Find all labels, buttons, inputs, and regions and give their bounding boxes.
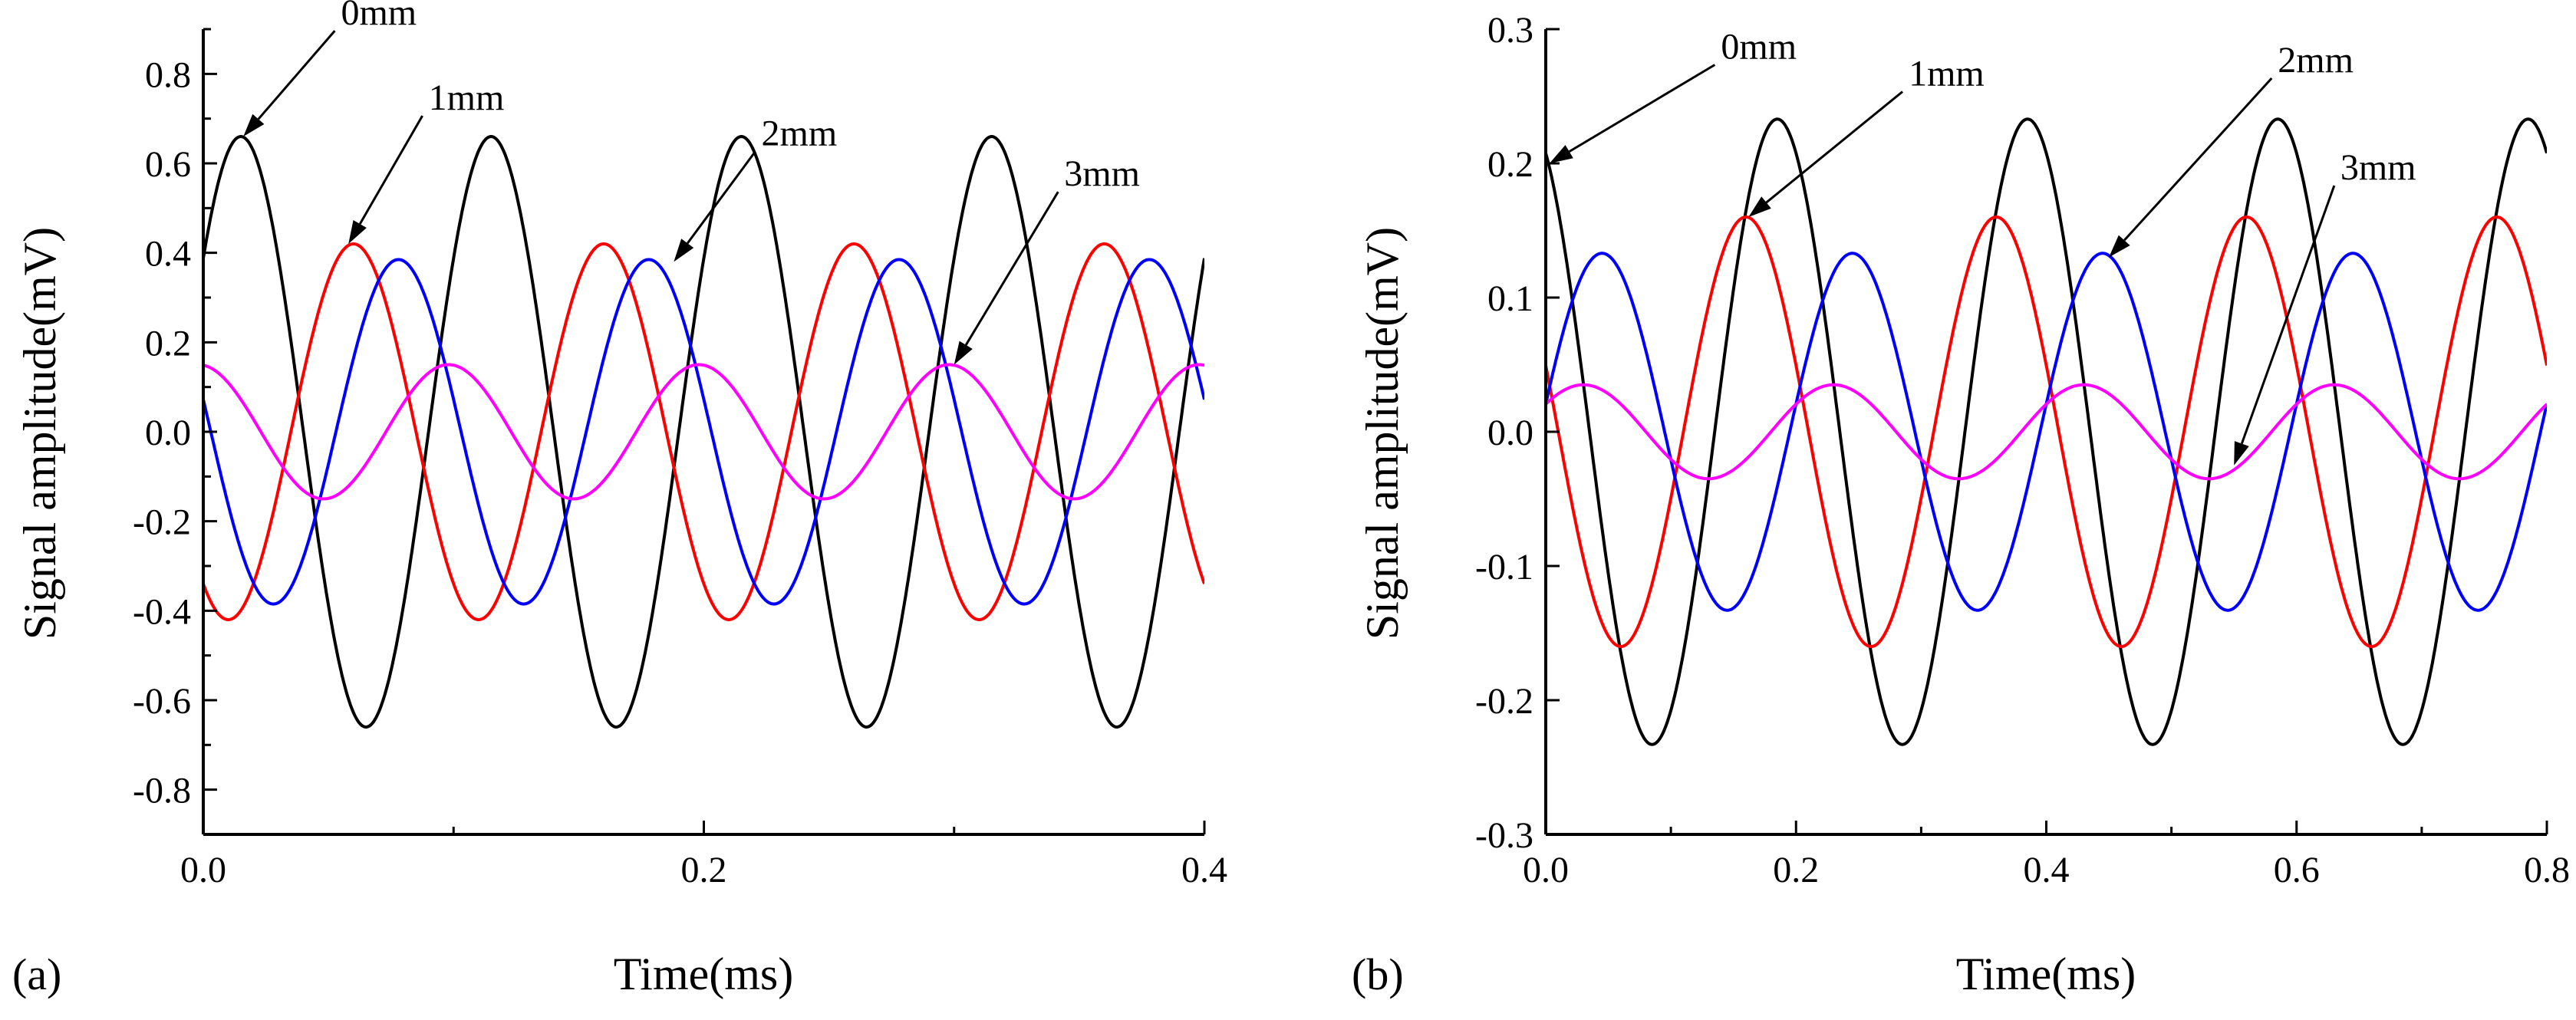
chart-b-axes: -0.3 -0.2 -0.1 0.0 0.1 0.2 0.3 0.0 0.2 0.4 0.6 0.8 (1475, 10, 2570, 890)
chart-a-annotation-label: 0mm (341, 0, 417, 33)
chart-b-annotation-arrow (2240, 185, 2336, 445)
chart-a-annotation-arrow (257, 30, 336, 120)
chart-a-panel-label: (a) (12, 949, 61, 999)
chart-b-y-tick-label: -0.2 (1475, 681, 1533, 722)
chart-a-y-tick-label: -0.2 (133, 502, 191, 543)
chart-a-annotation-arrow (686, 150, 756, 245)
chart-b-y-tick-label: 0.3 (1487, 10, 1533, 51)
chart-b-y-axis-title: Signal amplitude(mV) (1357, 227, 1408, 640)
chart-a-annotation-arrowhead (348, 220, 367, 244)
chart-b-y-tick-label: -0.3 (1475, 815, 1533, 856)
chart-a-x-tick-label: 0.2 (681, 850, 727, 890)
chart-b-x-tick-label: 0.6 (2274, 850, 2320, 890)
chart-b-annotation-label: 1mm (1909, 54, 1985, 94)
chart-a-y-tick-label: -0.4 (133, 591, 191, 632)
chart-a-series-3mm (203, 363, 1204, 501)
chart-b-x-tick-label: 0.4 (2024, 850, 2070, 890)
chart-b-y-tick-label: -0.1 (1475, 547, 1533, 587)
chart-a-x-tick-label: 0.4 (1181, 850, 1227, 890)
chart-b-annotation-arrow (1765, 90, 1904, 204)
chart-b-panel-label: (b) (1352, 949, 1404, 999)
chart-b-x-tick-label: 0.8 (2524, 850, 2570, 890)
chart-b-series-0mm (1546, 117, 2547, 746)
chart-a-annotation-arrowhead (243, 114, 265, 137)
chart-a-y-tick-label: 0.6 (145, 144, 191, 185)
chart-a-annotation-arrow (358, 115, 423, 225)
chart-a: -0.8 -0.6 -0.4 -0.2 0.0 0.2 0.4 0.6 0.8 0.0 0.2 0.4… (12, 0, 1227, 999)
chart-a-y-tick-label: 0.8 (145, 54, 191, 95)
chart-a-annotation-label: 3mm (1064, 153, 1140, 194)
chart-b-annotation-label: 3mm (2340, 147, 2416, 188)
chart-a-series-1mm (203, 242, 1204, 621)
chart-a-y-tick-label: -0.6 (133, 681, 191, 722)
chart-a-axes: -0.8 -0.6 -0.4 -0.2 0.0 0.2 0.4 0.6 0.8 0.0 0.2 0.4 (133, 28, 1227, 890)
chart-b-x-axis-title: Time(ms) (1956, 949, 2136, 999)
chart-b-x-tick-label: 0.0 (1523, 850, 1569, 890)
chart-b-x-tick-label: 0.2 (1773, 850, 1819, 890)
chart-b-annotation-arrowhead (2109, 235, 2130, 258)
chart-a-annotation-label: 2mm (762, 114, 838, 154)
chart-a-x-axis-title: Time(ms) (614, 949, 794, 999)
chart-a-annotations: 0mm 1mm 2mm 3mm (243, 0, 1140, 365)
chart-b-series-3mm (1546, 383, 2547, 481)
chart-b-y-tick-label: 0.0 (1487, 413, 1533, 453)
chart-a-y-tick-label: -0.8 (133, 771, 191, 811)
chart-a-annotation-arrowhead (954, 341, 973, 365)
chart-b-annotation-arrow (1568, 64, 1716, 153)
chart-b-annotation-arrowhead (2234, 441, 2249, 466)
chart-a-y-axis-title: Signal amplitude(mV) (15, 227, 65, 640)
chart-b-annotation-arrowhead (1549, 145, 1573, 163)
chart-b-annotation-arrowhead (1748, 196, 1771, 217)
chart-a-annotation-arrow (964, 191, 1059, 346)
chart-b-y-tick-label: 0.1 (1487, 278, 1533, 319)
chart-b-annotation-arrow (2123, 77, 2273, 242)
chart-b-annotation-label: 2mm (2278, 40, 2354, 81)
chart-a-x-tick-label: 0.0 (180, 850, 226, 890)
chart-a-y-tick-label: 0.2 (145, 323, 191, 364)
chart-a-series-2mm (203, 258, 1204, 606)
chart-b-series-group (1546, 117, 2547, 746)
chart-a-series-0mm (203, 135, 1204, 729)
chart-a-annotation-arrowhead (674, 239, 694, 262)
chart-b: -0.3-0.2-0.10.00.10.20.30.0 0.2 0.4 0.6 0.8 … (1352, 10, 2570, 999)
chart-b-series-1mm (1546, 216, 2547, 648)
chart-b-y-tick-label: 0.2 (1487, 144, 1533, 185)
chart-a-series-group (203, 135, 1204, 729)
chart-b-annotation-label: 0mm (1721, 27, 1797, 67)
chart-b-annotations: 0mm 1mm 2mm 3mm (1549, 27, 2416, 466)
chart-a-annotation-label: 1mm (429, 77, 505, 118)
chart-a-y-tick-label: 0.0 (145, 413, 191, 453)
chart-a-y-tick-label: 0.4 (145, 234, 191, 275)
